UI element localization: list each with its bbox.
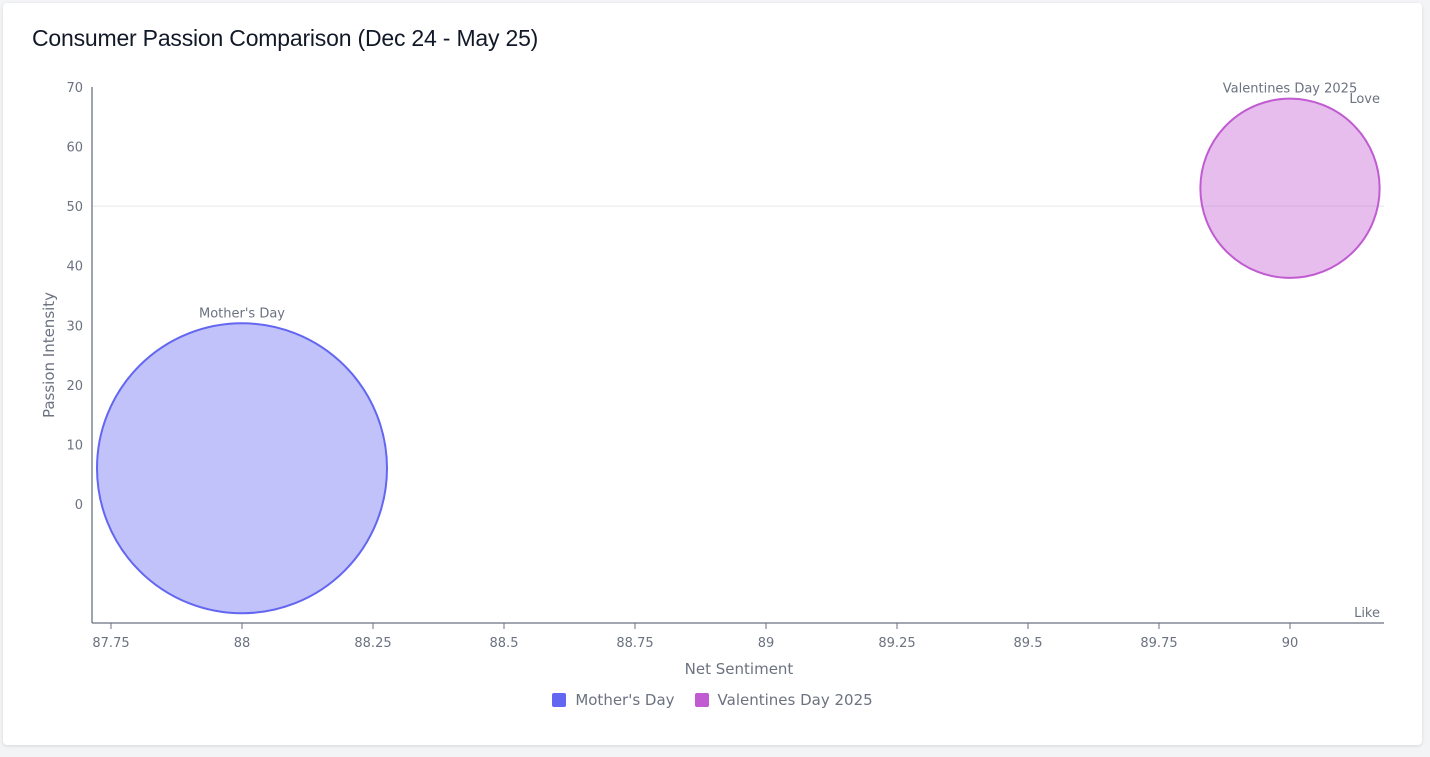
x-tick-label: 88.75	[616, 636, 653, 651]
y-tick-label: 20	[66, 379, 83, 394]
legend-item-valentines[interactable]: Valentines Day 2025	[694, 691, 873, 709]
legend-swatch	[694, 693, 709, 707]
chart-card: Consumer Passion Comparison (Dec 24 - Ma…	[3, 3, 1422, 745]
bubble-valentines	[1199, 97, 1381, 279]
x-tick-label: 90	[1282, 636, 1299, 651]
bubble-label: Valentines Day 2025	[1223, 82, 1357, 97]
legend-label: Valentines Day 2025	[717, 691, 873, 709]
y-tick-label: 30	[66, 319, 83, 334]
x-tick-label: 89	[758, 636, 775, 651]
legend-label: Mother's Day	[575, 691, 675, 709]
x-tick-label: 89.75	[1140, 636, 1177, 651]
bubble-mothers_day	[96, 322, 388, 615]
x-tick-label: 89.5	[1014, 636, 1043, 651]
chart-title: Consumer Passion Comparison (Dec 24 - Ma…	[32, 25, 539, 51]
y-tick-label: 0	[75, 498, 83, 513]
y-tick-label: 50	[66, 200, 83, 215]
y-tick-label: 10	[66, 438, 83, 453]
x-tick-label: 89.25	[878, 636, 915, 651]
x-axis-title: Net Sentiment	[685, 660, 794, 678]
bubble-label: Mother's Day	[199, 306, 285, 321]
x-tick-label: 87.75	[92, 636, 129, 651]
x-tick-label: 88.5	[490, 636, 519, 651]
y-tick-label: 70	[66, 81, 83, 96]
love-corner-label: Love	[1349, 92, 1380, 107]
y-tick-label: 60	[66, 141, 83, 156]
x-tick-label: 88.25	[354, 636, 391, 651]
chart-legend: Mother's Day Valentines Day 2025	[3, 691, 1422, 709]
bubble-chart: 0 10 20 30 40 50 60 70 87.75 88 88.25 88.5 88.75 89 89…	[40, 81, 1384, 678]
legend-swatch	[552, 693, 567, 707]
y-tick-label: 40	[66, 260, 83, 275]
y-axis-title: Passion Intensity	[40, 292, 58, 418]
legend-item-mothers_day[interactable]: Mother's Day	[552, 691, 675, 709]
x-tick-label: 88	[234, 636, 251, 651]
like-corner-label: Like	[1354, 606, 1380, 621]
